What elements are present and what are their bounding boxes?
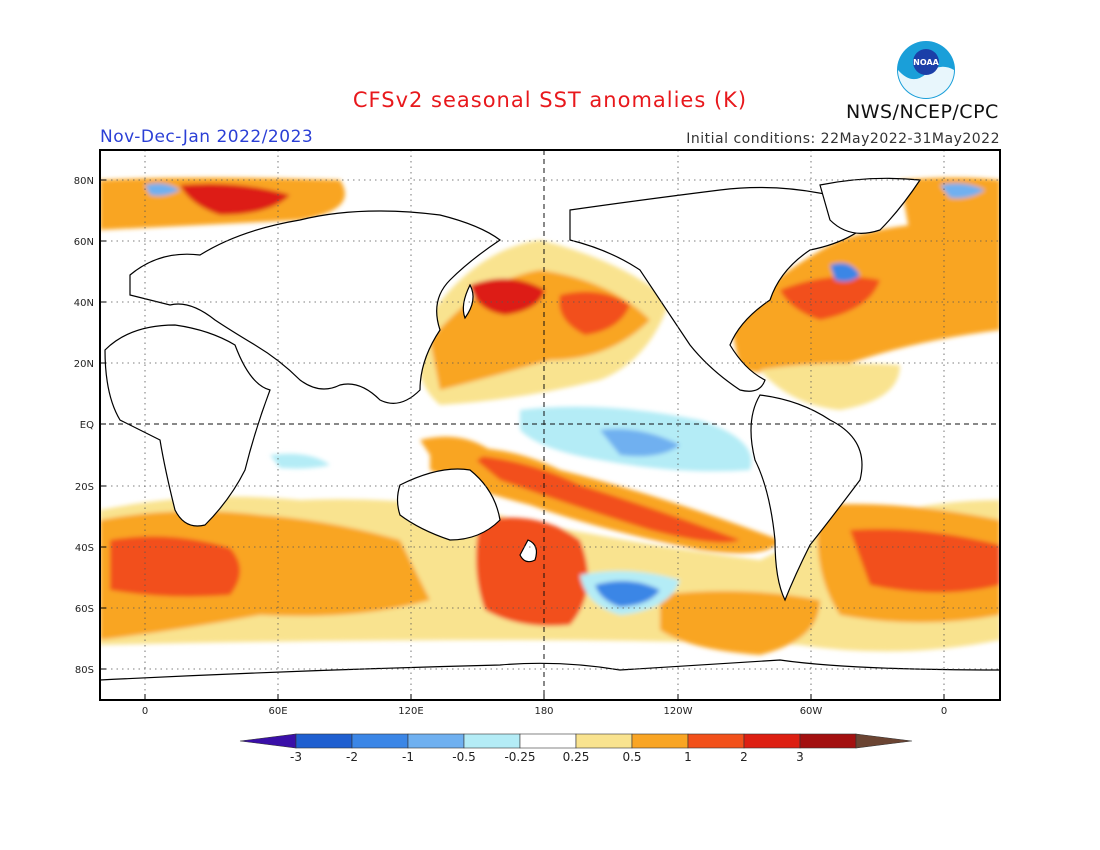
anomaly-south-pacific-core [470, 455, 740, 543]
lat-label: 80S [75, 665, 94, 676]
lon-label: 120W [664, 706, 693, 717]
anomaly-tasman-red [476, 517, 588, 626]
anomaly-barents-red [180, 183, 290, 215]
landmass-greenland [819, 177, 922, 234]
landmass-south-america [750, 394, 863, 602]
coastlines [100, 177, 1000, 700]
anomaly-equatorial-pacific-blue [600, 429, 680, 457]
agency-name: NWS/NCEP/CPC [846, 101, 999, 123]
lon-label: 180 [534, 706, 553, 717]
colorbar-label: 0.5 [622, 750, 642, 764]
colorbar-segment [295, 733, 353, 749]
anomaly-field [100, 150, 1000, 700]
anomaly-greenland-cool [940, 183, 985, 199]
landmass-africa [104, 324, 271, 527]
map-gridlines [100, 150, 1000, 700]
anomaly-north-atlantic-red [780, 276, 880, 320]
lat-label: 40N [74, 298, 94, 309]
lat-label: 80N [74, 176, 94, 187]
colorbar-segment [855, 733, 913, 749]
noaa-logo-icon: NOAA [897, 41, 955, 99]
lat-label: 20N [74, 359, 94, 370]
lon-label: 120E [398, 706, 423, 717]
colorbar-segment [463, 733, 521, 749]
forecast-period: Nov-Dec-Jan 2022/2023 [100, 127, 314, 147]
anomaly-central-north-pacific-red [559, 291, 630, 335]
colorbar-label: 1 [684, 750, 692, 764]
colorbar-label: -3 [290, 750, 302, 764]
colorbar-segment [743, 733, 801, 749]
landmass-eurasia [129, 210, 502, 404]
anomaly-north-atlantic-light [760, 363, 900, 410]
landmass-north-america [569, 186, 881, 392]
longitude-labels: 0 60E 120E 180 120W 60W 0 [142, 706, 947, 717]
map-frame [99, 149, 1001, 701]
anomaly-labrador-cool [830, 262, 860, 282]
colorbar-segment [519, 733, 577, 749]
anomaly-south-indian-red [110, 536, 240, 597]
lat-label: EQ [80, 420, 94, 431]
landmass-japan [462, 283, 474, 320]
anomaly-south-pacific-cold [595, 581, 660, 607]
colorbar-label: 2 [740, 750, 748, 764]
anomaly-southeast-pacific [660, 591, 820, 655]
landmass-antarctica [100, 659, 1000, 700]
axis-ticks [100, 179, 945, 700]
landmass-australia [396, 468, 501, 541]
lon-label: 0 [941, 706, 947, 717]
lat-label: 60S [75, 604, 94, 615]
colorbar-segment [407, 733, 465, 749]
latitude-labels: 80N 60N 40N 20N EQ 20S 40S 60S 80S [74, 176, 94, 676]
colorbar-segment [687, 733, 745, 749]
colorbar-label: -0.25 [504, 750, 536, 764]
noaa-logo-text: NOAA [913, 58, 939, 67]
anomaly-barents-cool [145, 183, 180, 196]
lon-label: 60W [800, 706, 823, 717]
colorbar-label: 0.25 [562, 750, 590, 764]
landmass-new-zealand [519, 539, 538, 563]
lat-label: 20S [75, 482, 94, 493]
anomaly-south-atlantic-red [850, 529, 1000, 593]
colorbar-segments [239, 733, 913, 749]
map-title: CFSv2 seasonal SST anomalies (K) [352, 88, 748, 112]
anomaly-kuroshio-red [470, 278, 545, 315]
colorbar-segment [351, 733, 409, 749]
colorbar-label: -2 [346, 750, 358, 764]
colorbar-segment [631, 733, 689, 749]
colorbar-segment [239, 733, 297, 749]
colorbar-segment [799, 733, 857, 749]
colorbar-label: -0.5 [452, 750, 476, 764]
lon-label: 0 [142, 706, 148, 717]
lat-label: 40S [75, 543, 94, 554]
lat-label: 60N [74, 237, 94, 248]
colorbar-segment [575, 733, 633, 749]
initial-conditions: Initial conditions: 22May2022-31May2022 [686, 131, 1000, 147]
anomaly-maritime-orange [420, 436, 490, 470]
lon-label: 60E [268, 706, 287, 717]
anomaly-indian-cool [270, 453, 330, 469]
colorbar-label: -1 [402, 750, 414, 764]
colorbar-label: 3 [796, 750, 804, 764]
